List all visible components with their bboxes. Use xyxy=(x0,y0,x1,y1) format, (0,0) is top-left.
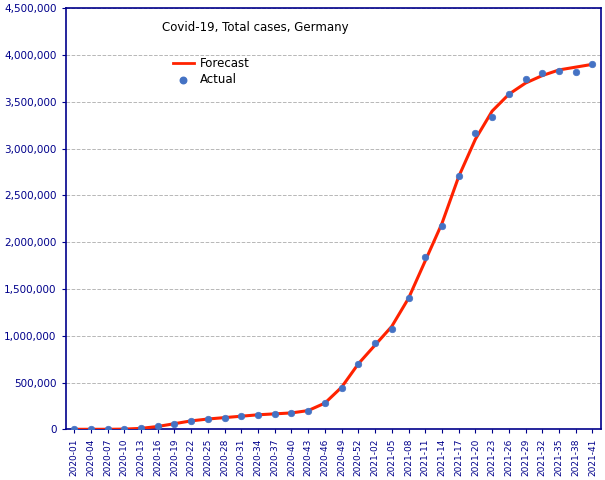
Actual xyxy=(86,425,96,433)
Actual xyxy=(571,69,581,76)
Forecast xyxy=(154,424,162,430)
Actual xyxy=(587,60,597,68)
Forecast xyxy=(472,136,479,142)
Actual xyxy=(253,411,263,419)
Forecast xyxy=(589,61,596,67)
Forecast xyxy=(555,67,563,73)
Actual xyxy=(504,90,514,98)
Actual xyxy=(203,415,213,423)
Forecast xyxy=(137,425,145,431)
Forecast xyxy=(204,416,212,422)
Forecast xyxy=(455,174,462,180)
Actual xyxy=(136,424,146,432)
Forecast xyxy=(338,384,345,390)
Actual xyxy=(337,384,347,392)
Actual xyxy=(387,325,397,333)
Line: Forecast: Forecast xyxy=(74,64,592,429)
Actual xyxy=(437,222,447,230)
Actual xyxy=(237,412,246,420)
Actual xyxy=(487,113,497,121)
Actual xyxy=(537,69,547,76)
Actual xyxy=(119,425,129,433)
Forecast xyxy=(538,72,546,78)
Forecast xyxy=(304,408,312,413)
Forecast xyxy=(221,415,228,420)
Legend: Forecast, Actual: Forecast, Actual xyxy=(168,52,254,91)
Actual xyxy=(420,253,430,261)
Forecast xyxy=(321,400,329,406)
Forecast xyxy=(572,64,580,70)
Forecast xyxy=(120,426,128,432)
Forecast xyxy=(271,411,278,417)
Forecast xyxy=(288,410,295,416)
Forecast xyxy=(388,324,396,329)
Actual xyxy=(270,410,280,418)
Forecast xyxy=(171,421,178,427)
Actual xyxy=(370,339,380,347)
Forecast xyxy=(70,426,77,432)
Actual xyxy=(186,417,196,425)
Actual xyxy=(69,425,79,433)
Actual xyxy=(153,423,163,431)
Forecast xyxy=(254,412,261,418)
Actual xyxy=(454,172,463,180)
Forecast xyxy=(238,413,245,419)
Actual xyxy=(353,360,363,368)
Actual xyxy=(471,130,480,137)
Text: Covid-19, Total cases, Germany: Covid-19, Total cases, Germany xyxy=(162,21,348,34)
Forecast xyxy=(505,91,512,97)
Actual xyxy=(169,420,179,428)
Actual xyxy=(103,425,113,433)
Actual xyxy=(320,399,330,407)
Forecast xyxy=(355,361,362,367)
Forecast xyxy=(405,295,412,301)
Actual xyxy=(404,294,413,301)
Forecast xyxy=(104,426,111,432)
Forecast xyxy=(522,80,529,86)
Forecast xyxy=(87,426,94,432)
Actual xyxy=(220,414,229,421)
Actual xyxy=(554,67,564,74)
Forecast xyxy=(371,342,379,348)
Forecast xyxy=(188,418,195,424)
Forecast xyxy=(422,258,429,264)
Actual xyxy=(521,75,531,83)
Actual xyxy=(287,409,296,417)
Forecast xyxy=(439,220,446,226)
Actual xyxy=(303,407,313,415)
Forecast xyxy=(488,108,495,114)
